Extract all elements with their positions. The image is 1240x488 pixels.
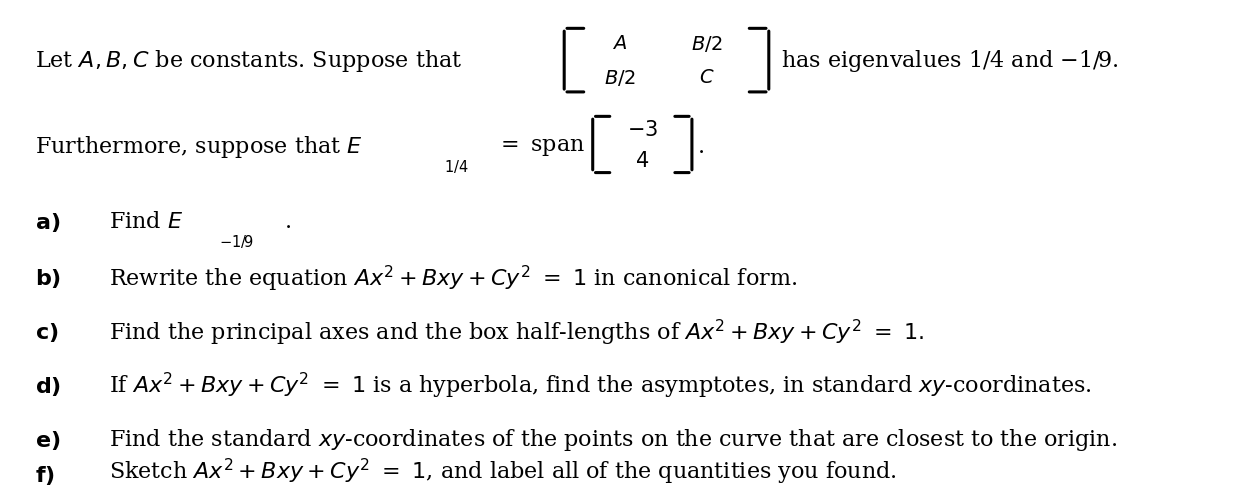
Text: Find $E$: Find $E$ xyxy=(102,211,184,233)
Text: $1/4$: $1/4$ xyxy=(444,158,469,174)
Text: If $Ax^2 + Bxy + Cy^2\ =\ 1$ is a hyperbola, find the asymptotes, in standard $x: If $Ax^2 + Bxy + Cy^2\ =\ 1$ is a hyperb… xyxy=(102,370,1091,401)
Text: $-1/9$: $-1/9$ xyxy=(219,232,254,249)
Text: $=$ span: $=$ span xyxy=(496,136,585,157)
Text: .: . xyxy=(698,136,706,157)
Text: has eigenvalues 1/4 and $-$1/9.: has eigenvalues 1/4 and $-$1/9. xyxy=(781,48,1118,74)
Text: $\mathbf{d)}$: $\mathbf{d)}$ xyxy=(35,374,61,397)
Text: $\mathbf{a)}$: $\mathbf{a)}$ xyxy=(35,210,60,234)
Text: $B/2$: $B/2$ xyxy=(691,34,723,54)
Text: $\mathbf{b)}$: $\mathbf{b)}$ xyxy=(35,266,61,290)
Text: $-3$: $-3$ xyxy=(626,120,658,139)
Text: $A$: $A$ xyxy=(613,35,627,53)
Text: $C$: $C$ xyxy=(699,69,714,87)
Text: $\mathbf{e)}$: $\mathbf{e)}$ xyxy=(35,427,60,451)
Text: $4$: $4$ xyxy=(635,151,650,171)
Text: Sketch $Ax^2 + Bxy + Cy^2\ =\ 1$, and label all of the quantities you found.: Sketch $Ax^2 + Bxy + Cy^2\ =\ 1$, and la… xyxy=(102,455,897,486)
Text: Rewrite the equation $Ax^2 + Bxy + Cy^2\ =\ 1$ in canonical form.: Rewrite the equation $Ax^2 + Bxy + Cy^2\… xyxy=(102,263,797,293)
Text: .: . xyxy=(285,211,293,233)
Text: $\mathbf{f)}$: $\mathbf{f)}$ xyxy=(35,463,55,486)
Text: $B/2$: $B/2$ xyxy=(604,68,636,88)
Text: Let $A,B,C$ be constants. Suppose that: Let $A,B,C$ be constants. Suppose that xyxy=(35,48,463,74)
Text: $\mathbf{c)}$: $\mathbf{c)}$ xyxy=(35,320,58,344)
Text: Furthermore, suppose that $E$: Furthermore, suppose that $E$ xyxy=(35,133,362,160)
Text: Find the principal axes and the box half-lengths of $Ax^2 + Bxy + Cy^2\ =\ 1.$: Find the principal axes and the box half… xyxy=(102,317,924,347)
Text: Find the standard $xy$-coordinates of the points on the curve that are closest t: Find the standard $xy$-coordinates of th… xyxy=(102,426,1117,452)
